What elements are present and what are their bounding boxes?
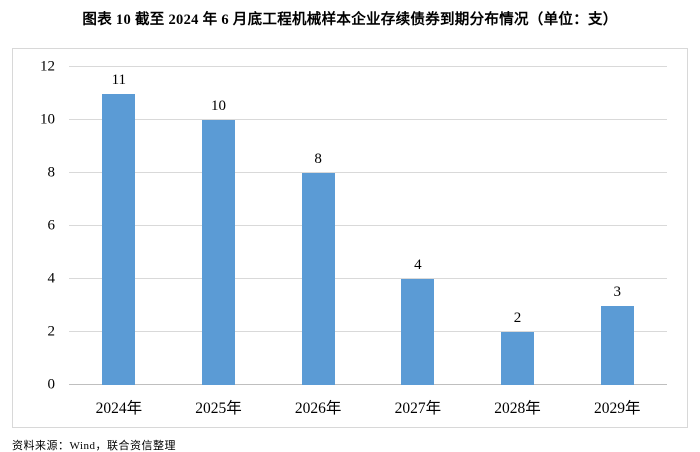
figure-title: 图表 10 截至 2024 年 6 月底工程机械样本企业存续债券到期分布情况（单… (82, 12, 618, 28)
bar-value-label: 2 (513, 310, 522, 326)
gridline (69, 225, 667, 226)
bar-slot: 2 (468, 67, 568, 385)
y-tick-label: 12 (40, 58, 55, 75)
x-tick-label: 2029年 (593, 400, 641, 418)
source-note: 资料来源：Wind，联合资信整理 (12, 440, 176, 452)
plot-area: 0 2 4 6 8 10 12 11 10 8 4 2 3 (40, 59, 667, 392)
x-tick-label: 2024年 (95, 400, 143, 418)
gridline (69, 331, 667, 332)
document-page: 图表 10 截至 2024 年 6 月底工程机械样本企业存续债券到期分布情况（单… (0, 8, 700, 452)
bar-slot: 11 (69, 67, 169, 385)
bar-value-label: 8 (314, 151, 322, 167)
x-tick-label: 2025年 (195, 400, 242, 418)
bar-slot: 3 (567, 67, 667, 385)
y-tick-label: 2 (47, 323, 56, 340)
bar-chart: 0 2 4 6 8 10 12 11 10 8 4 2 3 2024年 2025年 2026年 2027年 20… (12, 48, 688, 428)
bar-value-label: 3 (613, 283, 621, 300)
bar-2029年: 3 (600, 284, 634, 385)
y-tick-label: 0 (47, 376, 56, 393)
bar-slot: 10 (169, 67, 269, 385)
gridline (69, 172, 667, 173)
gridline (69, 119, 667, 120)
bar-2025年: 10 (202, 99, 235, 385)
bar-2028年: 2 (501, 311, 535, 385)
x-axis-labels: 2024年 2025年 2026年 2027年 2028年 2029年 (69, 400, 667, 419)
y-tick-label: 6 (47, 217, 56, 234)
bar-value-label: 10 (211, 98, 226, 114)
gridline (69, 66, 667, 67)
bar-2026年: 8 (301, 152, 335, 385)
bar-2024年: 11 (102, 72, 136, 385)
y-tick-label: 4 (47, 270, 56, 287)
x-tick-label: 2028年 (494, 400, 541, 418)
bar-slot: 8 (268, 67, 368, 385)
bars-container: 11 10 8 4 2 3 (69, 67, 667, 385)
y-tick-label: 8 (47, 164, 56, 181)
bar-value-label: 4 (414, 257, 422, 273)
y-tick-label: 10 (40, 111, 55, 128)
bar-value-label: 11 (111, 71, 127, 88)
gridline (69, 278, 667, 279)
bar-2027年: 4 (401, 258, 435, 385)
bar-slot: 4 (368, 67, 468, 385)
x-tick-label: 2026年 (294, 400, 342, 418)
x-tick-label: 2027年 (394, 400, 442, 418)
x-axis-line (69, 384, 667, 385)
